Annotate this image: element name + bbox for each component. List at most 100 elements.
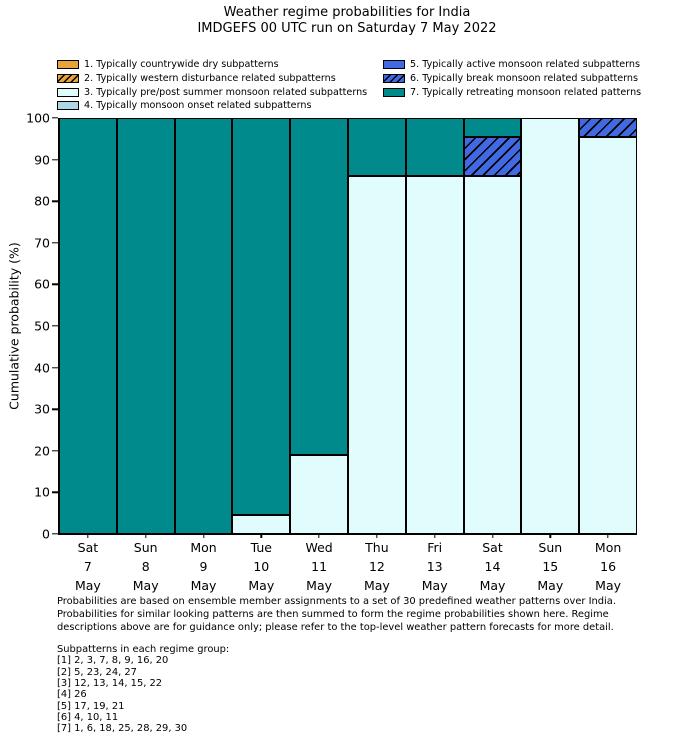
legend-swatch-regime-4 [57, 101, 79, 111]
x-tick-12-may [376, 534, 378, 538]
y-tick-40 [52, 366, 58, 369]
legend-label-regime-4: 4. Typically monsoon onset related subpa… [84, 100, 312, 112]
bar-sat-7 [59, 118, 117, 534]
segment-regime-3 [521, 118, 580, 534]
y-tick-80 [52, 200, 58, 202]
segment-regime-7 [405, 118, 464, 177]
segment-regime-7 [348, 118, 406, 177]
legend-label-regime-5: 5. Typically active monsoon related subp… [410, 59, 640, 71]
subpatterns-line-4: [4] 26 [57, 689, 87, 701]
y-tick-label-70: 70 [34, 235, 50, 251]
x-tick-9-may [202, 534, 205, 538]
x-tick-label-thu-12: Thu 12 May [363, 540, 390, 593]
footer-line-3: descriptions above are for guidance only… [57, 622, 614, 633]
bar-sat-14 [463, 118, 522, 534]
segment-regime-7 [174, 118, 233, 534]
legend-swatch-regime-7 [383, 87, 405, 97]
y-tick-label-20: 20 [34, 443, 50, 459]
bar-wed-11 [290, 118, 348, 534]
segment-regime-3 [463, 176, 522, 534]
subpatterns-list: Subpatterns in each regime group: [1] 2,… [57, 644, 229, 735]
segment-regime-3 [348, 176, 406, 534]
legend-label-regime-6: 6. Typically break monsoon related subpa… [410, 73, 638, 85]
subpatterns-line-7: [7] 1, 6, 18, 25, 28, 29, 30 [57, 723, 188, 735]
segment-regime-7 [59, 118, 117, 534]
legend-swatch-regime-3 [57, 87, 79, 97]
segment-regime-7 [116, 118, 175, 534]
y-tick-70 [52, 242, 58, 244]
x-tick-label-sat-14: Sat 14 May [479, 540, 506, 593]
legend-label-regime-1: 1. Typically countrywide dry subpatterns [84, 59, 279, 71]
legend-label-regime-2: 2. Typically western disturbance related… [84, 73, 336, 85]
y-tick-label-100: 100 [26, 110, 50, 126]
legend-item-regime-5: 5. Typically active monsoon related subp… [383, 58, 641, 72]
legend-item-regime-3: 3. Typically pre/post summer monsoon rel… [57, 85, 367, 99]
legend-swatch-regime-1 [57, 60, 79, 70]
x-tick-14-may [491, 534, 494, 538]
subpatterns-line-1: [1] 2, 3, 7, 8, 9, 16, 20 [57, 655, 169, 667]
y-tick-label-30: 30 [34, 401, 50, 417]
bar-thu-12 [348, 118, 406, 534]
segment-regime-7 [290, 118, 348, 455]
legend-item-regime-2: 2. Typically western disturbance related… [57, 72, 367, 86]
x-tick-15-may [549, 534, 551, 538]
legend-item-regime-1: 1. Typically countrywide dry subpatterns [57, 58, 367, 72]
legend-swatch-regime-2 [57, 74, 79, 84]
y-tick-label-0: 0 [42, 526, 50, 542]
legend-item-regime-4: 4. Typically monsoon onset related subpa… [57, 99, 367, 113]
y-tick-label-90: 90 [34, 152, 50, 168]
y-tick-label-40: 40 [34, 360, 50, 376]
legend-swatch-regime-5 [383, 60, 405, 70]
x-tick-label-mon-16: Mon 16 May [594, 540, 622, 593]
segment-regime-3 [232, 515, 291, 534]
chart-title: Weather regime probabilities for India [223, 5, 471, 20]
subpatterns-line-6: [6] 4, 10, 11 [57, 712, 119, 724]
bar-sun-8 [116, 118, 175, 534]
x-tick-11-may [318, 534, 320, 538]
y-tick-90 [52, 158, 58, 161]
x-tick-8-may [144, 534, 147, 538]
x-tick-7-may [87, 534, 89, 538]
y-tick-20 [52, 450, 58, 452]
y-tick-100 [52, 117, 58, 119]
bar-mon-9 [174, 118, 233, 534]
segment-regime-3 [579, 136, 637, 534]
y-tick-30 [52, 408, 58, 410]
bar-fri-13 [405, 118, 464, 534]
y-tick-label-60: 60 [34, 276, 50, 292]
y-tick-10 [52, 491, 58, 494]
x-tick-label-sun-8: Sun 8 May [132, 540, 159, 593]
segment-regime-7 [463, 118, 522, 137]
x-tick-label-fri-13: Fri 13 May [421, 540, 448, 593]
subpatterns-line-3: [3] 12, 13, 14, 15, 22 [57, 678, 163, 690]
footer-line-1: Probabilities are based on ensemble memb… [57, 596, 616, 607]
x-tick-13-may [433, 534, 436, 538]
legend-column-right: 5. Typically active monsoon related subp… [383, 58, 641, 99]
bar-tue-10 [232, 118, 291, 534]
x-tick-10-may [260, 534, 262, 538]
bar-mon-16 [579, 118, 637, 534]
footer-line-2: Probabilities for similar looking patter… [57, 609, 609, 620]
segment-regime-6 [463, 136, 522, 177]
plot-area: Sat 7 May Sun 8 May Mon 9 May Tue 10 May Wed… [26, 111, 637, 593]
x-tick-16-may [607, 534, 609, 538]
bar-sun-15 [521, 118, 580, 534]
segment-regime-6 [579, 118, 637, 137]
y-tick-label-10: 10 [34, 484, 50, 500]
y-tick-0 [52, 533, 58, 535]
legend-swatch-regime-6 [383, 74, 405, 84]
legend-item-regime-6: 6. Typically break monsoon related subpa… [383, 72, 641, 86]
y-tick-label-50: 50 [34, 318, 50, 334]
legend-label-regime-7: 7. Typically retreating monsoon related … [410, 86, 642, 98]
subpatterns-line-2: [2] 5, 23, 24, 27 [57, 666, 137, 678]
y-tick-50 [52, 325, 58, 327]
segment-regime-3 [290, 454, 348, 534]
x-tick-label-mon-9: Mon 9 May [190, 540, 217, 593]
y-tick-60 [52, 283, 58, 286]
legend-column-left: 1. Typically countrywide dry subpatterns… [57, 58, 367, 113]
subpatterns-heading: Subpatterns in each regime group: [57, 644, 230, 655]
footer-note: Probabilities are based on ensemble memb… [57, 595, 616, 634]
segment-regime-7 [232, 118, 291, 516]
x-tick-label-sat-7: Sat 7 May [74, 540, 101, 593]
